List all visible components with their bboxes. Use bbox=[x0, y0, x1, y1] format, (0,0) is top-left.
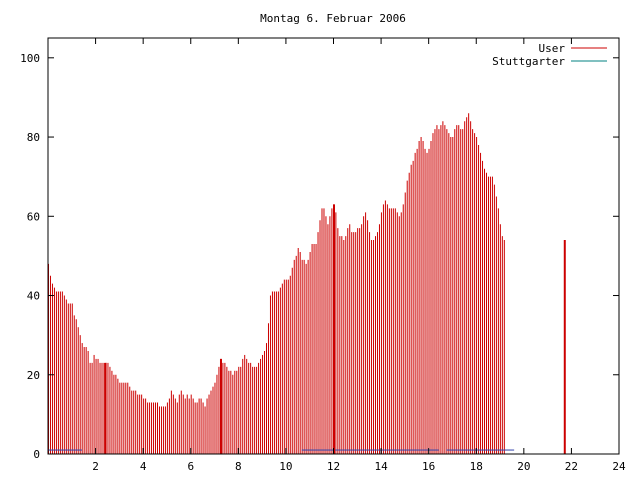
y-tick-label: 60 bbox=[27, 210, 40, 223]
x-tick-label: 14 bbox=[374, 460, 388, 473]
x-tick-label: 2 bbox=[92, 460, 99, 473]
y-tick-label: 0 bbox=[33, 448, 40, 461]
highlight-bars bbox=[104, 204, 566, 454]
x-tick-label: 12 bbox=[327, 460, 340, 473]
x-axis: 2 4 6 8 10 12 14 16 18 20 22 24 bbox=[92, 38, 626, 473]
y-axis: 0 20 40 60 80 100 bbox=[20, 52, 619, 461]
x-tick-label: 22 bbox=[565, 460, 578, 473]
x-tick-label: 4 bbox=[140, 460, 147, 473]
legend-label-user: User bbox=[539, 42, 566, 55]
y-tick-label: 20 bbox=[27, 369, 40, 382]
x-tick-label: 6 bbox=[187, 460, 194, 473]
chart-title: Montag 6. Februar 2006 bbox=[260, 12, 406, 25]
y-tick-label: 40 bbox=[27, 290, 40, 303]
series-user-bars bbox=[48, 113, 505, 454]
x-tick-label: 10 bbox=[279, 460, 292, 473]
x-tick-label: 18 bbox=[470, 460, 483, 473]
legend: User Stuttgarter bbox=[492, 42, 607, 68]
x-tick-label: 16 bbox=[422, 460, 435, 473]
x-tick-label: 20 bbox=[517, 460, 530, 473]
x-tick-label: 8 bbox=[235, 460, 242, 473]
legend-label-stuttgarter: Stuttgarter bbox=[492, 55, 565, 68]
y-tick-label: 80 bbox=[27, 131, 40, 144]
x-tick-label: 24 bbox=[612, 460, 626, 473]
y-tick-label: 100 bbox=[20, 52, 40, 65]
